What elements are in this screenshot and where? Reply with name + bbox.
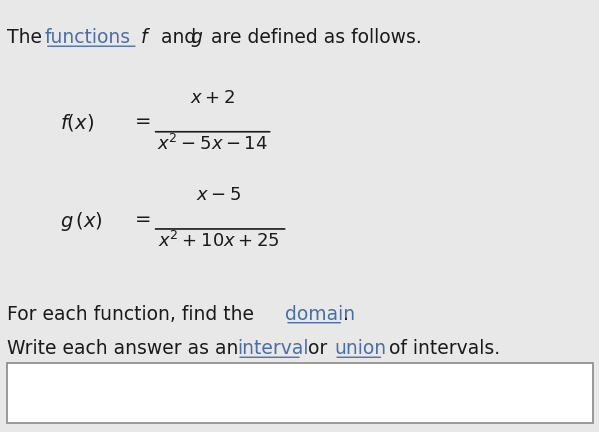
Text: $x^2+10x+25$: $x^2+10x+25$ — [158, 231, 279, 251]
Text: $x-5$: $x-5$ — [196, 186, 241, 204]
Text: f: f — [141, 28, 147, 47]
Text: =: = — [135, 210, 152, 229]
Text: are defined as follows.: are defined as follows. — [205, 28, 422, 47]
Text: union: union — [334, 339, 386, 358]
Text: of intervals.: of intervals. — [383, 339, 501, 358]
Text: $x+2$: $x+2$ — [190, 89, 235, 107]
Text: =: = — [135, 112, 152, 131]
Text: For each function, find the: For each function, find the — [7, 305, 260, 324]
Text: $f(x)$: $f(x)$ — [60, 112, 94, 133]
Text: .: . — [343, 305, 349, 324]
Text: g: g — [190, 28, 202, 47]
Text: or: or — [302, 339, 333, 358]
Text: interval: interval — [237, 339, 308, 358]
Text: $x^2-5x-14$: $x^2-5x-14$ — [158, 134, 268, 154]
FancyBboxPatch shape — [7, 363, 593, 423]
Text: $g\,(x)$: $g\,(x)$ — [60, 210, 102, 232]
Text: domain: domain — [285, 305, 355, 324]
Text: functions: functions — [45, 28, 131, 47]
Text: and: and — [155, 28, 202, 47]
Text: Write each answer as an: Write each answer as an — [7, 339, 244, 358]
Text: The: The — [7, 28, 48, 47]
